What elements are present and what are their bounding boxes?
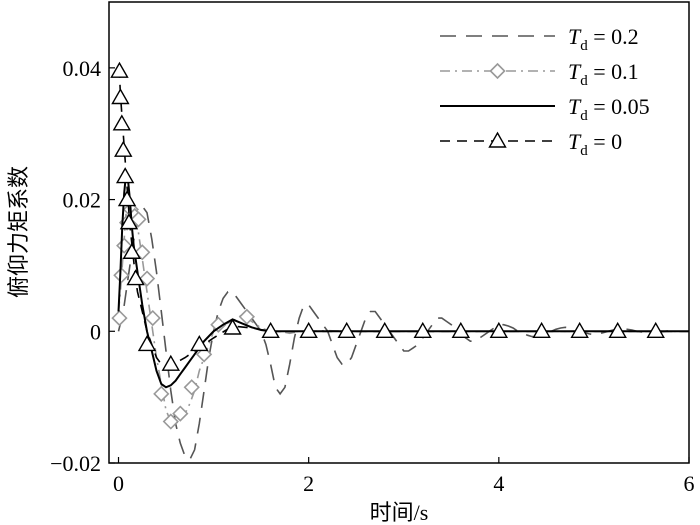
x-tick-label: 2 — [303, 471, 314, 496]
series-marker — [210, 316, 227, 333]
series-marker — [608, 321, 627, 338]
series-line — [117, 204, 671, 461]
y-tick-label: 0.04 — [63, 56, 102, 81]
series-marker — [223, 318, 242, 335]
axis-ticks: 0 2 4 6 −0.02 0 0.02 0.04 — [50, 56, 694, 496]
series-marker — [111, 88, 130, 105]
y-tick-label: 0.02 — [63, 188, 102, 213]
legend-label: Td = 0.2 — [568, 24, 639, 54]
series-layer — [110, 61, 689, 461]
legend-label: Td = 0.05 — [568, 94, 650, 124]
series-marker — [375, 321, 394, 338]
series-marker — [138, 270, 156, 287]
series-marker — [117, 190, 137, 207]
series-marker — [161, 354, 181, 371]
x-tick-label: 4 — [493, 471, 504, 496]
series-marker — [413, 321, 432, 338]
series-marker — [183, 379, 200, 396]
series-marker — [190, 335, 209, 352]
series-line — [117, 197, 689, 425]
series-marker — [144, 309, 161, 327]
series-marker — [115, 167, 135, 184]
series-marker — [261, 321, 280, 338]
legend-label: Td = 0 — [568, 129, 622, 159]
series-marker — [119, 213, 139, 230]
series-marker — [337, 321, 356, 338]
series-marker — [238, 308, 256, 325]
y-tick-label: −0.02 — [50, 451, 101, 476]
legend-label: Td = 0.1 — [568, 59, 639, 89]
series-marker — [532, 321, 551, 338]
series-marker — [162, 413, 179, 430]
series-3 — [110, 61, 689, 371]
series-marker — [451, 321, 471, 338]
series-marker — [112, 114, 132, 131]
series-marker — [111, 309, 128, 327]
series-0 — [117, 204, 671, 461]
series-marker — [570, 321, 589, 338]
series-marker — [489, 321, 509, 338]
series-marker — [172, 405, 189, 422]
series-marker — [130, 211, 147, 228]
series-marker — [299, 321, 318, 338]
series-marker — [137, 335, 157, 352]
series-marker — [113, 267, 130, 284]
series-marker — [114, 140, 133, 157]
series-marker — [153, 385, 170, 402]
x-axis-label: 时间/s — [370, 500, 429, 525]
series-marker — [646, 321, 665, 338]
legend-marker — [489, 62, 506, 80]
x-tick-label: 0 — [113, 471, 124, 496]
legend: Td = 0.2 Td = 0.1 Td = 0.05 Td = 0 — [440, 24, 650, 159]
y-tick-label: 0 — [90, 319, 101, 344]
legend-marker — [488, 131, 507, 148]
plot-frame — [108, 1, 690, 464]
y-axis-label: 俯仰力矩系数 — [6, 166, 31, 298]
series-1 — [111, 197, 689, 430]
x-tick-label: 6 — [684, 471, 695, 496]
series-marker — [126, 269, 145, 286]
series-marker — [122, 242, 142, 259]
series-marker — [110, 61, 129, 78]
